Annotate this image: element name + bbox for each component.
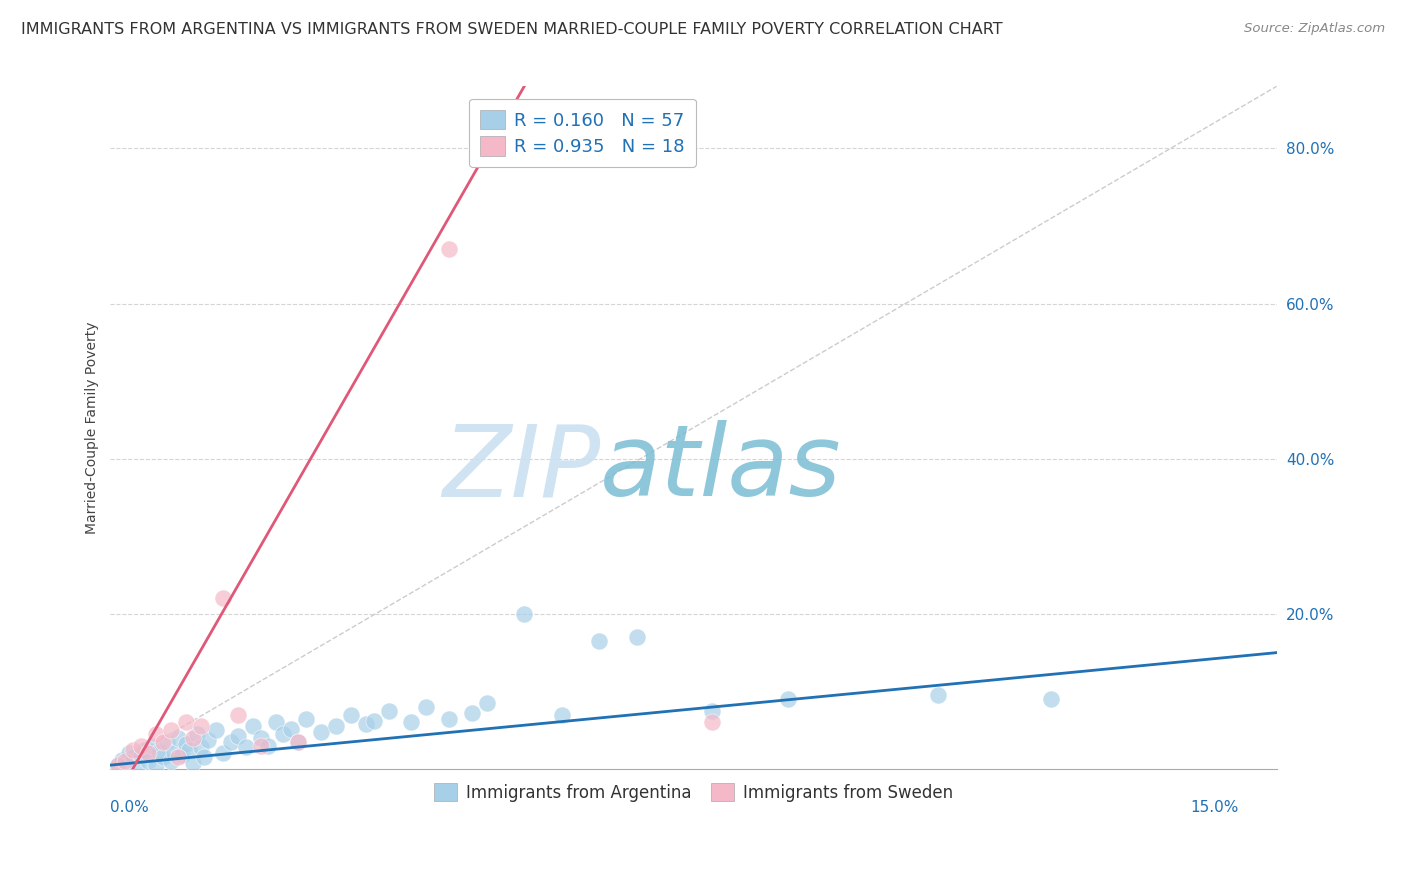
Point [295, 712, 318, 726]
Point [927, 688, 949, 702]
Point [111, 753, 134, 767]
Point [145, 758, 167, 772]
Point [163, 747, 186, 761]
Point [174, 737, 197, 751]
Text: atlas: atlas [600, 420, 842, 517]
Point [325, 719, 347, 733]
Point [136, 747, 159, 761]
Point [174, 715, 197, 730]
Point [460, 706, 482, 720]
Point [114, 754, 136, 768]
Point [309, 724, 332, 739]
Point [588, 634, 610, 648]
Legend: Immigrants from Argentina, Immigrants from Sweden: Immigrants from Argentina, Immigrants fr… [427, 776, 960, 808]
Point [257, 739, 280, 753]
Point [212, 591, 235, 606]
Point [702, 704, 724, 718]
Point [250, 731, 273, 745]
Point [186, 727, 208, 741]
Point [152, 750, 174, 764]
Point [415, 700, 437, 714]
Point [340, 707, 363, 722]
Point [152, 735, 174, 749]
Point [156, 735, 179, 749]
Point [125, 760, 148, 774]
Point [219, 735, 242, 749]
Text: IMMIGRANTS FROM ARGENTINA VS IMMIGRANTS FROM SWEDEN MARRIED-COUPLE FAMILY POVERT: IMMIGRANTS FROM ARGENTINA VS IMMIGRANTS … [21, 22, 1002, 37]
Point [776, 692, 799, 706]
Point [551, 707, 574, 722]
Point [190, 740, 212, 755]
Point [1039, 692, 1062, 706]
Point [626, 630, 648, 644]
Point [107, 758, 129, 772]
Point [167, 750, 190, 764]
Point [513, 607, 536, 621]
Point [273, 727, 295, 741]
Point [122, 742, 145, 756]
Text: 15.0%: 15.0% [1191, 799, 1239, 814]
Point [136, 754, 159, 768]
Point [129, 739, 152, 753]
Text: Source: ZipAtlas.com: Source: ZipAtlas.com [1244, 22, 1385, 36]
Point [141, 739, 163, 753]
Text: ZIP: ZIP [441, 420, 600, 517]
Point [122, 750, 145, 764]
Point [118, 747, 141, 761]
Point [437, 242, 460, 256]
Point [378, 704, 401, 718]
Point [250, 739, 273, 753]
Point [226, 730, 249, 744]
Point [354, 717, 377, 731]
Point [264, 715, 287, 730]
Point [170, 747, 193, 762]
Point [181, 731, 204, 745]
Point [190, 719, 212, 733]
Point [197, 732, 219, 747]
Point [475, 696, 498, 710]
Point [159, 754, 181, 768]
Point [159, 723, 181, 738]
Point [204, 723, 226, 738]
Y-axis label: Married-Couple Family Poverty: Married-Couple Family Poverty [86, 321, 100, 534]
Point [179, 742, 201, 756]
Point [702, 715, 724, 730]
Point [235, 740, 257, 755]
Point [145, 727, 167, 741]
Point [287, 735, 309, 749]
Point [226, 707, 249, 722]
Point [193, 750, 215, 764]
Point [363, 714, 385, 728]
Point [401, 715, 423, 730]
Point [287, 735, 309, 749]
Point [181, 756, 204, 770]
Point [134, 742, 156, 756]
Point [129, 747, 152, 762]
Point [437, 712, 460, 726]
Point [107, 758, 129, 772]
Point [280, 722, 302, 736]
Point [212, 747, 235, 761]
Point [242, 719, 264, 733]
Point [114, 756, 136, 770]
Point [148, 745, 170, 759]
Text: 0.0%: 0.0% [111, 799, 149, 814]
Point [167, 731, 190, 745]
